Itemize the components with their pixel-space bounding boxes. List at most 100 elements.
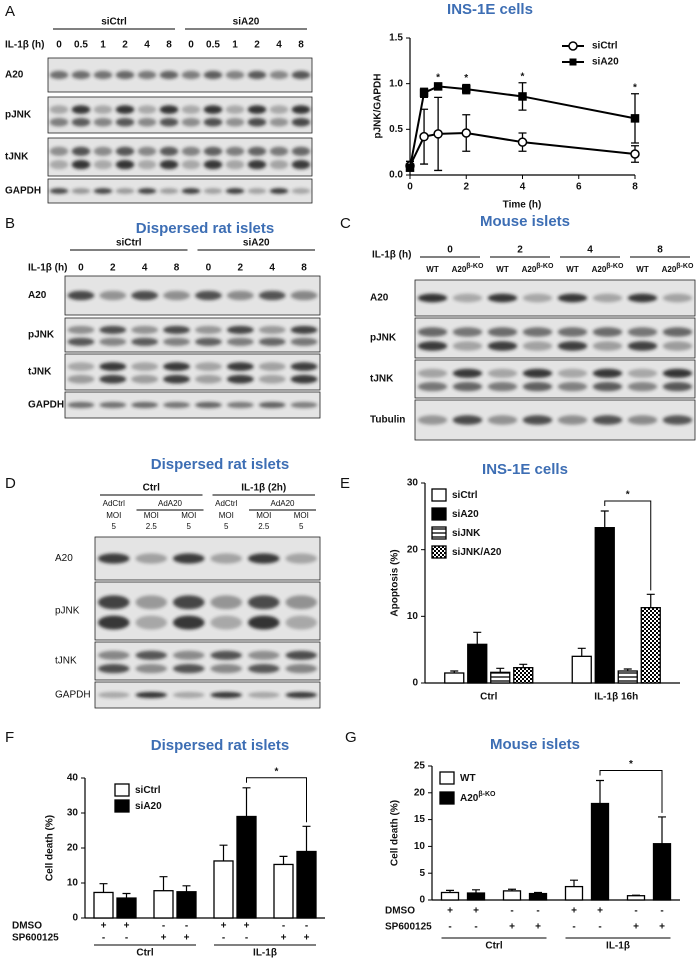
legend-label-base: WT [460, 773, 476, 784]
x-tick-label: 0 [407, 182, 413, 193]
marker [433, 129, 443, 139]
panel-title: INS-1E cells [447, 1, 533, 18]
blot-band [269, 70, 289, 80]
blot-band [67, 337, 95, 346]
y-axis-label: Cell death (%) [390, 800, 401, 866]
blot-band [226, 374, 254, 384]
chart-title: Mouse islets [490, 736, 580, 753]
blot-band [291, 117, 311, 127]
blot-band [93, 160, 113, 170]
blot-band [258, 374, 286, 384]
lane-header: MOI [106, 511, 121, 520]
blot-band [137, 117, 157, 127]
treatment-mark: - [572, 922, 575, 933]
legend-label-base: siA20 [135, 801, 162, 812]
blot-band [49, 160, 69, 170]
y-tick-label: 10 [414, 841, 426, 852]
blot-strip [47, 137, 313, 177]
lane-label-sup: β-KO [536, 263, 554, 270]
legend-swatch [439, 791, 455, 805]
blot-band [181, 160, 201, 170]
y-tick-label: 10 [67, 878, 79, 889]
treatment-mark: - [125, 933, 128, 944]
bar [296, 850, 317, 919]
bar [273, 863, 294, 919]
blot-band [258, 337, 286, 346]
treatment-mark: + [447, 906, 453, 917]
error-bar [122, 892, 131, 899]
bar [467, 643, 488, 684]
y-tick-label: 20 [407, 544, 419, 555]
blot-band [98, 691, 130, 699]
blot-band [522, 293, 553, 303]
x-tick-label: 8 [632, 182, 638, 193]
blot-band [225, 146, 245, 156]
lane-label-base: A20 [452, 265, 467, 274]
treatment-mark: - [282, 921, 285, 932]
blot-band [163, 337, 190, 346]
blot-band [417, 415, 448, 425]
group-label: siCtrl [101, 17, 127, 28]
group-label: siA20 [233, 17, 260, 28]
treatment-mark: - [102, 933, 105, 944]
bar [116, 897, 137, 919]
chart-title: INS-1E cells [482, 461, 568, 478]
blot-band [226, 337, 254, 346]
legend-marker [568, 41, 578, 51]
row-label: pJNK [55, 606, 80, 617]
blot-band [522, 415, 553, 425]
blot-band [49, 117, 69, 127]
lane-label: 2 [238, 263, 244, 274]
lane-label: 1 [100, 40, 106, 51]
row-label: A20 [28, 290, 47, 301]
condition-label: Ctrl [136, 948, 153, 958]
significance-bracket [246, 777, 307, 823]
significance-label: * [629, 759, 633, 770]
blot-band [98, 553, 130, 564]
legend-label: A20β-KO [460, 791, 496, 803]
group-label: siA20 [243, 238, 270, 249]
legend-label-sup: β-KO [478, 791, 496, 798]
blot-band [163, 325, 190, 334]
blot-band [135, 615, 167, 630]
blot-band [225, 105, 245, 114]
blot-band [592, 368, 623, 378]
blot-band [159, 117, 179, 127]
blot-strip [414, 359, 696, 399]
blot-band [291, 70, 311, 80]
blot-band [452, 382, 483, 392]
subgroup-label: AdA20 [270, 499, 295, 508]
significance-bracket [604, 500, 652, 591]
blot-strip [94, 581, 321, 641]
blot-band [662, 327, 693, 337]
blot-band [71, 188, 91, 194]
lane-label: 5 [112, 522, 117, 531]
blot-band [592, 327, 623, 337]
error-bar [302, 825, 311, 852]
legend-label: siJNK [452, 528, 481, 539]
treatment-mark: + [124, 921, 130, 932]
blot-band [627, 368, 658, 378]
blot-band [487, 341, 518, 351]
blot-band [248, 553, 280, 564]
row-label: Tubulin [370, 415, 405, 426]
blot-band [93, 105, 113, 114]
lane-label: 1 [232, 40, 238, 51]
blot-band [131, 325, 159, 334]
panel-letter: C [340, 215, 351, 232]
group-label: 8 [657, 245, 663, 256]
blot-band [247, 117, 267, 127]
treatment-mark: + [597, 906, 603, 917]
blot-strip [414, 317, 696, 359]
blot-band [203, 188, 223, 194]
blot-band [195, 290, 222, 301]
blot-band [195, 325, 222, 334]
bar [93, 891, 114, 919]
row-label: pJNK [370, 333, 397, 344]
y-tick-label: 10 [407, 611, 419, 622]
treatment-mark: + [659, 922, 665, 933]
blot-band [115, 188, 135, 194]
lane-label: A20β-KO [592, 263, 624, 274]
blot-band [49, 105, 69, 114]
treatment-mark: - [474, 922, 477, 933]
